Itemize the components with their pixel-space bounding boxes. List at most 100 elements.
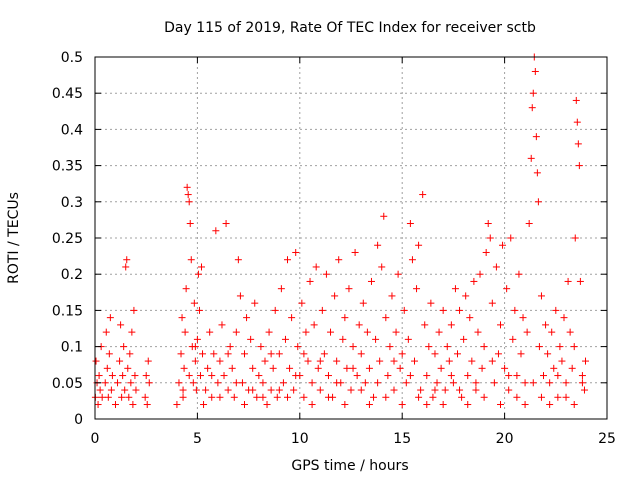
data-point — [443, 343, 451, 351]
data-point — [132, 386, 140, 394]
data-point — [318, 306, 326, 314]
data-point — [92, 357, 100, 365]
data-point — [324, 393, 332, 401]
y-tick-label: 0.2 — [61, 267, 83, 283]
data-point — [529, 89, 537, 97]
data-point — [439, 401, 447, 409]
data-point — [275, 350, 283, 358]
data-point — [122, 263, 130, 271]
data-point — [290, 386, 298, 394]
data-point — [453, 350, 461, 358]
data-point — [220, 372, 228, 380]
data-point — [392, 328, 400, 336]
data-point — [497, 401, 505, 409]
data-point — [125, 393, 133, 401]
data-point — [437, 364, 445, 372]
data-point — [441, 386, 449, 394]
data-point — [472, 379, 480, 387]
data-point — [119, 372, 127, 380]
data-point — [186, 220, 194, 228]
data-point — [173, 401, 181, 409]
data-point — [423, 372, 431, 380]
data-point — [425, 343, 433, 351]
data-point — [390, 357, 398, 365]
data-point — [447, 372, 455, 380]
data-point — [509, 335, 517, 343]
data-point — [101, 379, 109, 387]
data-point — [116, 357, 124, 365]
data-point — [216, 357, 224, 365]
data-point — [466, 314, 474, 322]
data-point — [194, 270, 202, 278]
y-tick-label: 0.15 — [52, 303, 83, 319]
data-point — [212, 227, 220, 235]
data-point — [537, 292, 545, 300]
data-point — [142, 372, 150, 380]
data-point — [241, 350, 249, 358]
data-point — [494, 350, 502, 358]
data-point — [400, 306, 408, 314]
data-point — [431, 350, 439, 358]
data-point — [181, 328, 189, 336]
data-point — [408, 256, 416, 264]
data-point — [127, 379, 135, 387]
data-point — [540, 372, 548, 380]
data-point — [118, 393, 126, 401]
data-point — [96, 386, 104, 394]
data-point — [374, 241, 382, 249]
data-point — [208, 372, 216, 380]
y-tick-label: 0.1 — [61, 340, 83, 356]
data-point — [384, 372, 392, 380]
data-point — [421, 321, 429, 329]
data-point — [363, 328, 371, 336]
data-point — [490, 379, 498, 387]
data-point — [415, 393, 423, 401]
data-point — [265, 328, 273, 336]
data-point — [413, 285, 421, 293]
data-point — [261, 357, 269, 365]
data-point — [224, 386, 232, 394]
data-point — [570, 401, 578, 409]
data-point — [185, 372, 193, 380]
axis-ticks — [94, 56, 608, 420]
data-point — [333, 357, 341, 365]
data-point — [351, 248, 359, 256]
data-point — [575, 162, 583, 170]
data-point — [355, 321, 363, 329]
y-tick-label: 0.3 — [61, 195, 83, 211]
data-point — [435, 328, 443, 336]
data-point — [98, 393, 106, 401]
data-point — [247, 335, 255, 343]
data-point — [284, 256, 292, 264]
data-point — [472, 386, 480, 394]
data-point — [513, 393, 521, 401]
data-point — [556, 343, 564, 351]
data-point — [486, 234, 494, 242]
data-point — [105, 350, 113, 358]
x-tick-label: 10 — [291, 431, 309, 447]
data-point — [367, 277, 375, 285]
data-point — [234, 256, 242, 264]
data-point — [180, 364, 188, 372]
data-point — [531, 67, 539, 75]
data-point — [503, 285, 511, 293]
data-point — [378, 263, 386, 271]
data-point — [214, 379, 222, 387]
data-point — [302, 328, 310, 336]
data-point — [359, 299, 367, 307]
data-point — [570, 343, 578, 351]
data-point — [427, 299, 435, 307]
data-point — [347, 386, 355, 394]
data-point — [179, 386, 187, 394]
data-point — [175, 379, 183, 387]
data-point — [431, 386, 439, 394]
data-point — [419, 191, 427, 199]
data-point — [574, 140, 582, 148]
data-point — [480, 393, 488, 401]
data-point — [404, 335, 412, 343]
y-tick-label: 0.4 — [61, 122, 83, 138]
data-point — [312, 263, 320, 271]
x-tick-label: 5 — [193, 431, 202, 447]
data-point — [343, 364, 351, 372]
data-point — [370, 393, 378, 401]
